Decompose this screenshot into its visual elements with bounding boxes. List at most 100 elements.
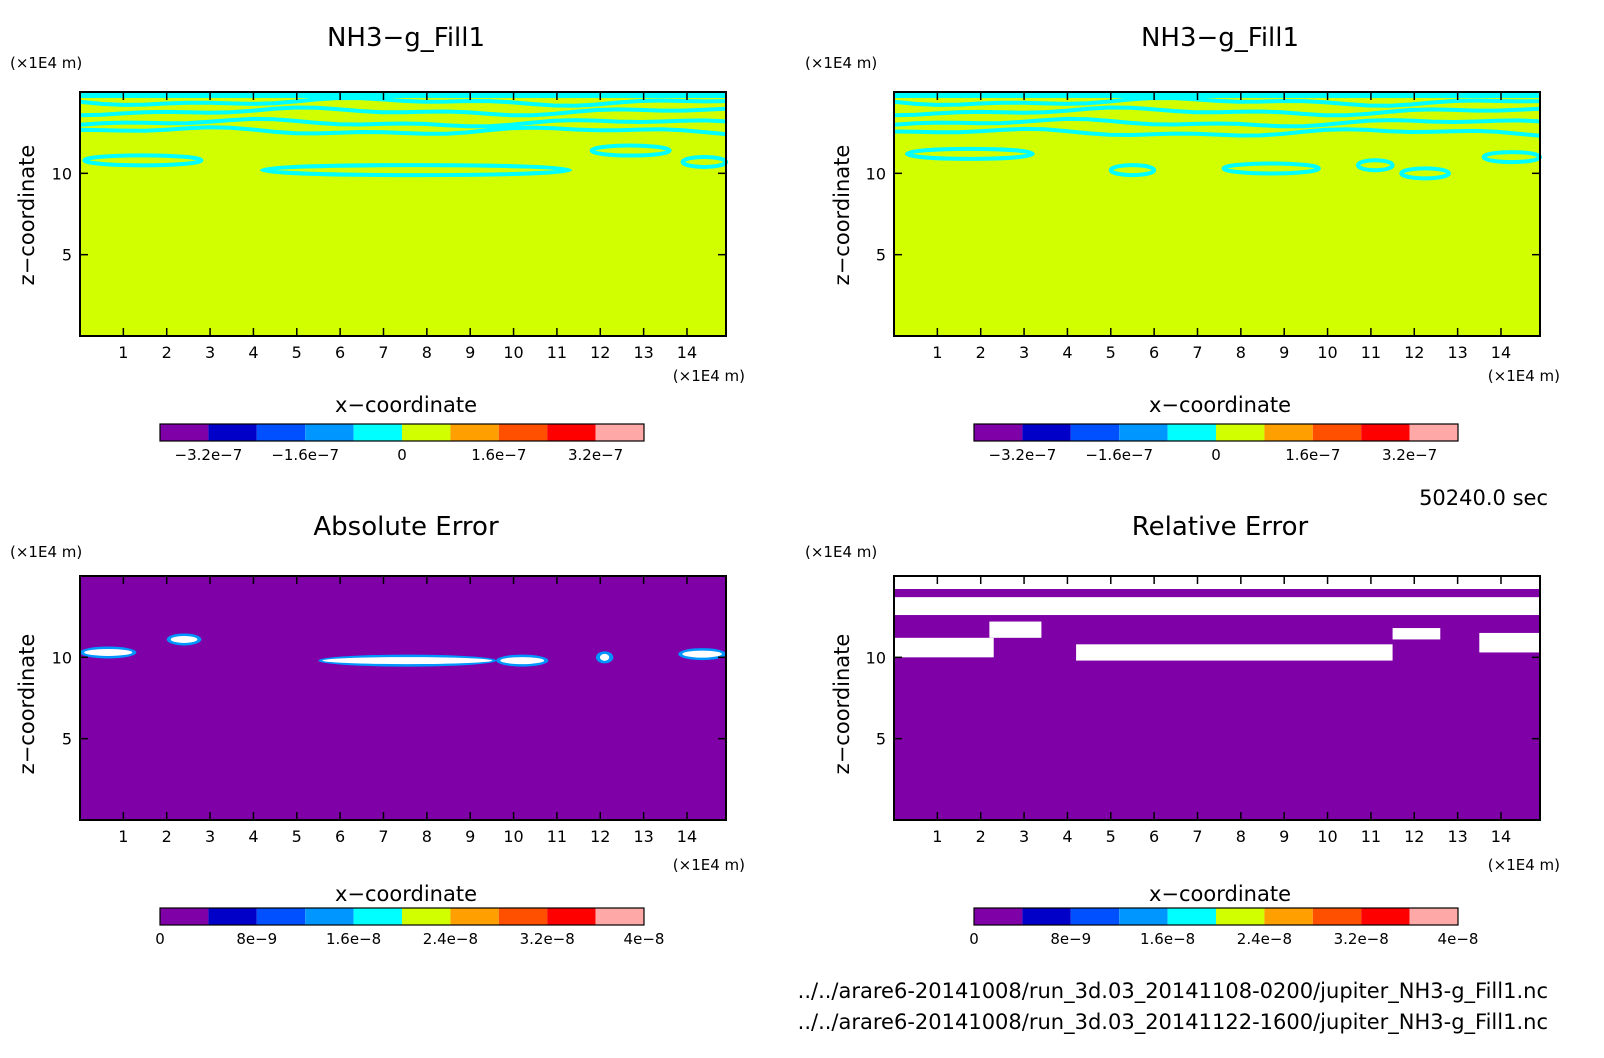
x-tick-label: 9	[465, 827, 475, 846]
colorbar-band	[1070, 424, 1120, 441]
colorbar-tick-label: 2.4e−8	[423, 930, 478, 948]
colorbar-tick-label: −1.6e−7	[1085, 446, 1153, 464]
x-unit-label: (×1E4 m)	[673, 856, 745, 874]
panel-title: NH3−g_Fill1	[1141, 23, 1299, 53]
colorbar-tick-label: 8e−9	[236, 930, 277, 948]
x-tick-label: 10	[1317, 343, 1337, 362]
colorbar-band	[1022, 424, 1071, 441]
plot-frame	[893, 575, 1541, 821]
contour-band	[894, 92, 1540, 98]
y-tick-label: 5	[876, 730, 886, 749]
undefined-region	[1479, 632, 1540, 653]
plot-frame	[79, 575, 727, 821]
colorbar-band	[256, 908, 306, 925]
colorbar-band	[595, 424, 644, 441]
contour-band	[893, 126, 1541, 138]
panel-absolute-error: Absolute Error (×1E4 m) (×1E4 m) x−coord…	[10, 512, 745, 948]
x-tick-label: 9	[465, 343, 475, 362]
y-axis-label: z−coordinate	[830, 634, 854, 775]
colorbar-tick-label: −1.6e−7	[271, 446, 339, 464]
contour-feature	[589, 143, 672, 158]
y-tick-label: 10	[866, 648, 886, 667]
contour-feature	[1221, 161, 1321, 176]
y-unit-label: (×1E4 m)	[805, 543, 877, 561]
colorbar-band	[402, 908, 451, 925]
x-tick-label: 1	[932, 827, 942, 846]
y-unit-label: (×1E4 m)	[10, 543, 82, 561]
x-axis-label: x−coordinate	[335, 882, 477, 906]
error-patch-core	[322, 657, 493, 665]
colorbar-band	[1264, 424, 1313, 441]
error-patch-core	[599, 653, 610, 661]
colorbar-tick-label: 8e−9	[1050, 930, 1091, 948]
colorbar-band	[974, 424, 1023, 441]
colorbar-band	[1022, 908, 1071, 925]
contour-band	[79, 125, 727, 137]
colorbar-band	[1119, 908, 1168, 925]
undefined-region	[989, 621, 1042, 638]
x-tick-label: 1	[118, 827, 128, 846]
x-tick-label: 11	[1361, 343, 1381, 362]
colorbar-tick-label: 1.6e−8	[326, 930, 381, 948]
x-tick-label: 6	[335, 827, 345, 846]
y-tick-label: 10	[866, 164, 886, 183]
undefined-region	[894, 576, 1540, 590]
plot-area	[894, 576, 1540, 820]
y-axis-label: z−coordinate	[15, 145, 39, 286]
colorbar-band	[160, 424, 209, 441]
colorbar-tick-label: −3.2e−7	[175, 446, 243, 464]
panel-title: NH3−g_Fill1	[327, 23, 485, 53]
x-tick-label: 8	[422, 827, 432, 846]
x-tick-label: 5	[1106, 827, 1116, 846]
x-tick-label: 5	[292, 343, 302, 362]
x-tick-label: 3	[205, 343, 215, 362]
colorbar-band	[1409, 908, 1458, 925]
colorbar-band	[498, 424, 548, 441]
x-tick-label: 6	[1149, 343, 1159, 362]
colorbar-tick-label: 0	[155, 930, 165, 948]
x-tick-label: 12	[590, 827, 610, 846]
field-background	[80, 576, 726, 820]
x-tick-label: 13	[1447, 343, 1467, 362]
colorbar-band	[1312, 424, 1362, 441]
colorbar-tick-label: 0	[1211, 446, 1221, 464]
contour-band	[79, 116, 727, 129]
field-background	[894, 576, 1540, 820]
x-tick-label: 2	[162, 827, 172, 846]
error-patch-core	[84, 648, 133, 656]
panel-title: Absolute Error	[313, 512, 499, 542]
x-tick-label: 3	[205, 827, 215, 846]
plot-area	[80, 576, 726, 820]
y-tick-label: 5	[62, 246, 72, 265]
x-tick-label: 7	[1192, 827, 1202, 846]
error-patch-core	[170, 635, 198, 643]
colorbar-band	[1167, 424, 1216, 441]
colorbar-tick-label: 1.6e−7	[471, 446, 526, 464]
plot-area	[893, 92, 1543, 336]
x-tick-label: 1	[118, 343, 128, 362]
y-unit-label: (×1E4 m)	[10, 54, 82, 72]
x-tick-label: 12	[590, 343, 610, 362]
colorbar-band	[1409, 424, 1458, 441]
x-axis-label: x−coordinate	[1149, 393, 1291, 417]
contour-band	[893, 95, 1541, 108]
colorbar: −3.2e−7 −1.6e−7 0 1.6e−7 3.2e−7	[973, 423, 1459, 464]
y-axis-label: z−coordinate	[830, 145, 854, 286]
colorbar-frame	[973, 423, 1459, 442]
colorbar: 0 8e−9 1.6e−8 2.4e−8 3.2e−8 4e−8	[969, 907, 1478, 948]
colorbar-band	[547, 908, 596, 925]
x-tick-label: 13	[1447, 827, 1467, 846]
colorbar: 0 8e−9 1.6e−8 2.4e−8 3.2e−8 4e−8	[155, 907, 664, 948]
colorbar-tick-label: 3.2e−8	[520, 930, 575, 948]
colorbar-tick-label: 3.2e−7	[1382, 446, 1437, 464]
panel-relative-error: Relative Error (×1E4 m) (×1E4 m) x−coord…	[805, 512, 1560, 948]
x-tick-label: 14	[677, 343, 697, 362]
contour-feature	[1355, 158, 1395, 173]
colorbar-band	[974, 908, 1023, 925]
x-axis-label: x−coordinate	[335, 393, 477, 417]
x-tick-label: 13	[633, 343, 653, 362]
colorbar-band	[353, 908, 402, 925]
x-tick-label: 4	[248, 343, 258, 362]
y-axis-label: z−coordinate	[15, 634, 39, 775]
x-unit-label: (×1E4 m)	[673, 367, 745, 385]
